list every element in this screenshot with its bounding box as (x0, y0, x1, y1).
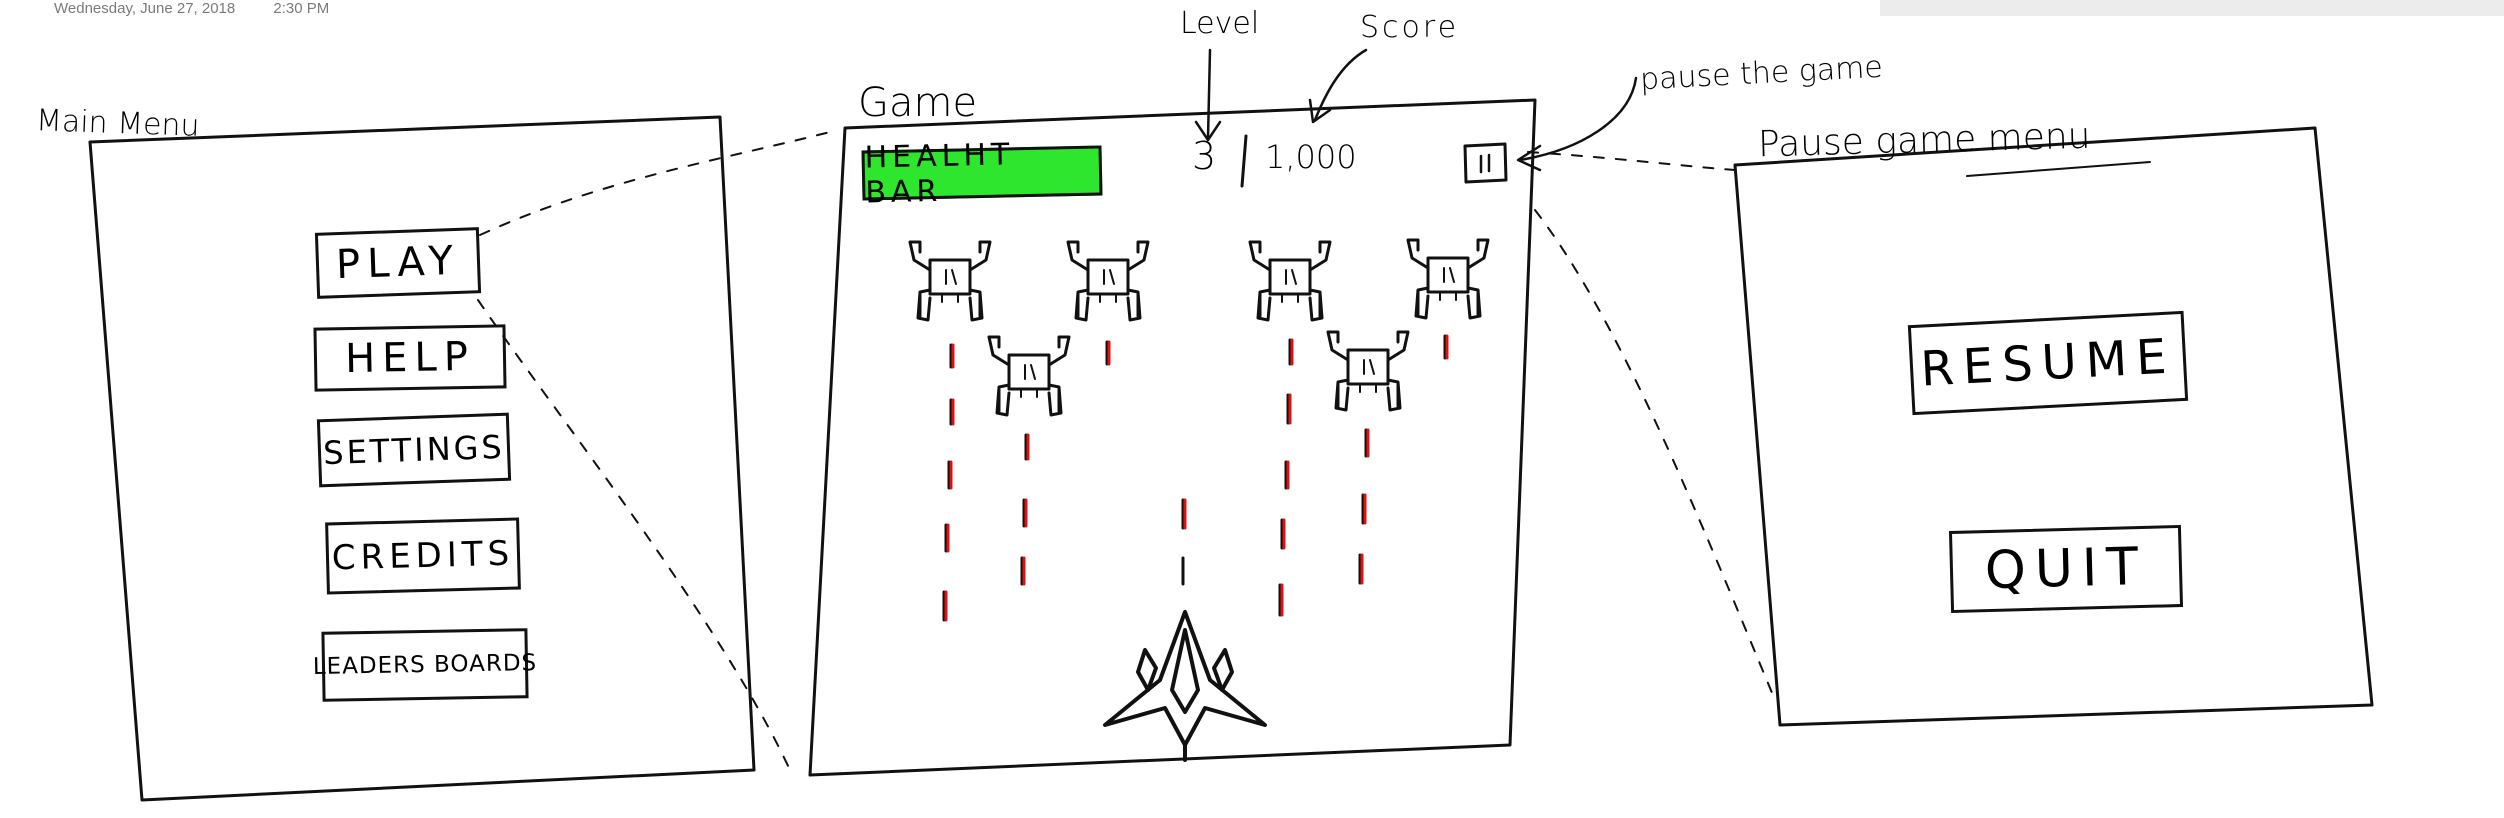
hud-divider (1240, 134, 1248, 188)
help-button[interactable]: HELP (313, 324, 507, 392)
annotation-arrows (1194, 48, 1638, 172)
main-menu-title: Main Menu (35, 103, 201, 144)
play-button[interactable]: PLAY (314, 227, 482, 299)
note-date: Wednesday, June 27, 2018 (54, 0, 236, 17)
pause-menu-panel (1733, 126, 2374, 727)
health-bar: HEALHT BAR (861, 137, 1103, 210)
resume-button[interactable]: RESUME (1907, 310, 2189, 416)
bullets (942, 334, 1449, 622)
enemy-ship (1406, 238, 1490, 320)
game-title: Game (858, 80, 978, 126)
leaderboards-button[interactable]: LEADERS BOARDS (313, 628, 537, 702)
quit-button[interactable]: QUIT (1948, 524, 2184, 614)
pause-title-underline (1966, 161, 2151, 177)
score-value: 1,000 (1265, 138, 1357, 176)
window-top-bar (1880, 0, 2504, 16)
flow-connectors (477, 131, 1776, 771)
score-annotation: Score (1360, 10, 1460, 45)
enemy-ship (1066, 240, 1150, 322)
main-menu-panel (88, 115, 756, 802)
enemy-formation (908, 238, 1490, 417)
enemy-ship (908, 240, 992, 322)
note-time: 2:30 PM (273, 0, 330, 17)
level-value: 3 (1192, 134, 1217, 178)
enemy-ship (1248, 240, 1332, 322)
game-panel (808, 98, 1537, 777)
credits-button[interactable]: CREDITS (325, 517, 521, 595)
pause-icon (1463, 142, 1508, 184)
settings-button[interactable]: SETTINGS (316, 412, 512, 488)
enemy-ship (987, 335, 1071, 417)
spaceship-icon (1103, 610, 1267, 762)
level-annotation: Level (1180, 6, 1260, 41)
note-timestamp: Wednesday, June 27, 2018 2:30 PM (54, 0, 363, 17)
pause-menu-title: Pause game menu (1757, 115, 2091, 166)
enemy-ship (1326, 330, 1410, 412)
